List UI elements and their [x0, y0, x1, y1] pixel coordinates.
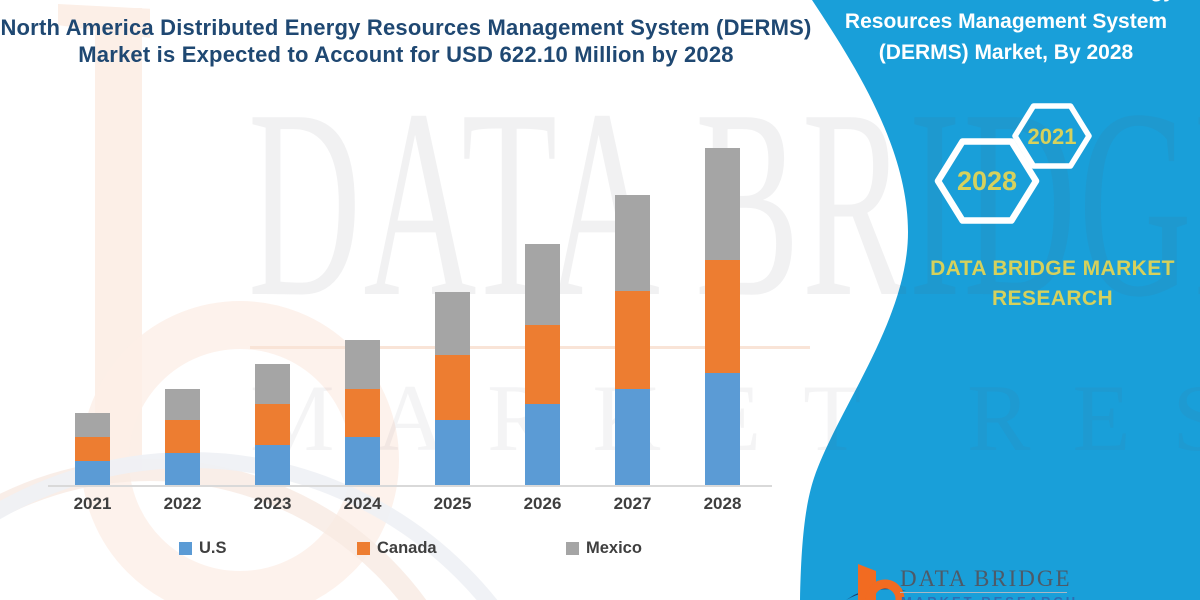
bar-segment-mexico-2024 [345, 339, 380, 389]
bar-segment-mexico-2026 [525, 244, 560, 325]
side-panel-title-line2: Resources Management System [844, 10, 1168, 33]
page-title-line1: North America Distributed Energy Resourc… [0, 15, 812, 40]
legend-swatch-icon [357, 542, 370, 555]
bar-segment-canada-2028 [705, 260, 740, 373]
bar-2021 [75, 412, 110, 485]
legend-swatch-icon [179, 542, 192, 555]
page-title-line2: Market is Expected to Account for USD 62… [78, 42, 734, 67]
x-axis-label-2021: 2021 [73, 494, 112, 513]
bar-segment-us-2028 [705, 372, 740, 485]
x-axis-line [48, 485, 772, 487]
bar-segment-canada-2023 [255, 403, 290, 446]
bar-segment-us-2026 [525, 404, 560, 485]
legend-label: U.S [199, 539, 227, 557]
x-axis-label-2023: 2023 [253, 494, 292, 513]
bar-segment-mexico-2023 [255, 364, 290, 404]
bar-segment-mexico-2021 [75, 412, 110, 437]
bar-2023 [255, 364, 290, 485]
legend-label: Canada [377, 539, 437, 557]
databridge-logo-icon [846, 564, 906, 600]
side-panel-title-line1: North America Distributed Energy [826, 0, 1186, 6]
bar-segment-us-2023 [255, 445, 290, 485]
bar-2027 [615, 195, 650, 485]
bar-2022 [165, 388, 200, 485]
bar-segment-mexico-2027 [615, 195, 650, 292]
logo-divider [900, 592, 1067, 593]
chart-legend: U.S Canada Mexico [0, 539, 812, 563]
legend-label: Mexico [586, 539, 642, 557]
x-axis-label-2027: 2027 [613, 494, 652, 513]
x-axis-label-2024: 2024 [343, 494, 382, 513]
bar-segment-us-2027 [615, 389, 650, 485]
page-title: North America Distributed Energy Resourc… [0, 14, 812, 68]
panel-brand-line1: DATA BRIDGE MARKET [930, 257, 1175, 280]
x-axis-label-2022: 2022 [163, 494, 202, 513]
legend-item-canada: Canada [357, 539, 437, 558]
logo-title: DATA BRIDGE [900, 566, 1072, 591]
bar-2026 [525, 244, 560, 485]
legend-item-us: U.S [179, 539, 227, 558]
bar-segment-canada-2022 [165, 419, 200, 453]
bar-2028 [705, 147, 740, 485]
panel-brand-text: DATA BRIDGE MARKET RESEARCH [930, 254, 1175, 314]
bar-segment-canada-2025 [435, 355, 470, 421]
x-axis-label-2026: 2026 [523, 494, 562, 513]
bar-segment-mexico-2025 [435, 291, 470, 356]
x-axis-label-2025: 2025 [433, 494, 472, 513]
bar-2024 [345, 339, 380, 485]
logo-b-bowl [865, 579, 905, 600]
side-panel-shape [800, 0, 1200, 600]
panel-brand-line2: RESEARCH [991, 287, 1114, 310]
bar-segment-canada-2024 [345, 388, 380, 437]
bar-segment-us-2021 [75, 461, 110, 485]
legend-swatch-icon [566, 542, 579, 555]
bar-2025 [435, 291, 470, 485]
bar-segment-us-2022 [165, 452, 200, 485]
bar-segment-canada-2027 [615, 291, 650, 390]
plot-area [40, 100, 780, 487]
bar-segment-canada-2026 [525, 324, 560, 405]
bar-segment-us-2025 [435, 420, 470, 485]
side-panel-title: North America Distributed Energy Resourc… [826, 0, 1186, 68]
bar-segment-us-2024 [345, 436, 380, 485]
side-panel-title-line3: (DERMS) Market, By 2028 [878, 41, 1134, 64]
x-axis-label-2028: 2028 [703, 494, 742, 513]
logo-subtitle: MARKET RESEARCH [901, 594, 1078, 600]
bar-segment-canada-2021 [75, 436, 110, 462]
legend-item-mexico: Mexico [566, 539, 642, 558]
bar-segment-mexico-2028 [705, 147, 740, 261]
bar-segment-mexico-2022 [165, 388, 200, 420]
x-axis-labels: 2021 2022 2023 2024 2025 2026 2027 2028 [40, 494, 780, 518]
